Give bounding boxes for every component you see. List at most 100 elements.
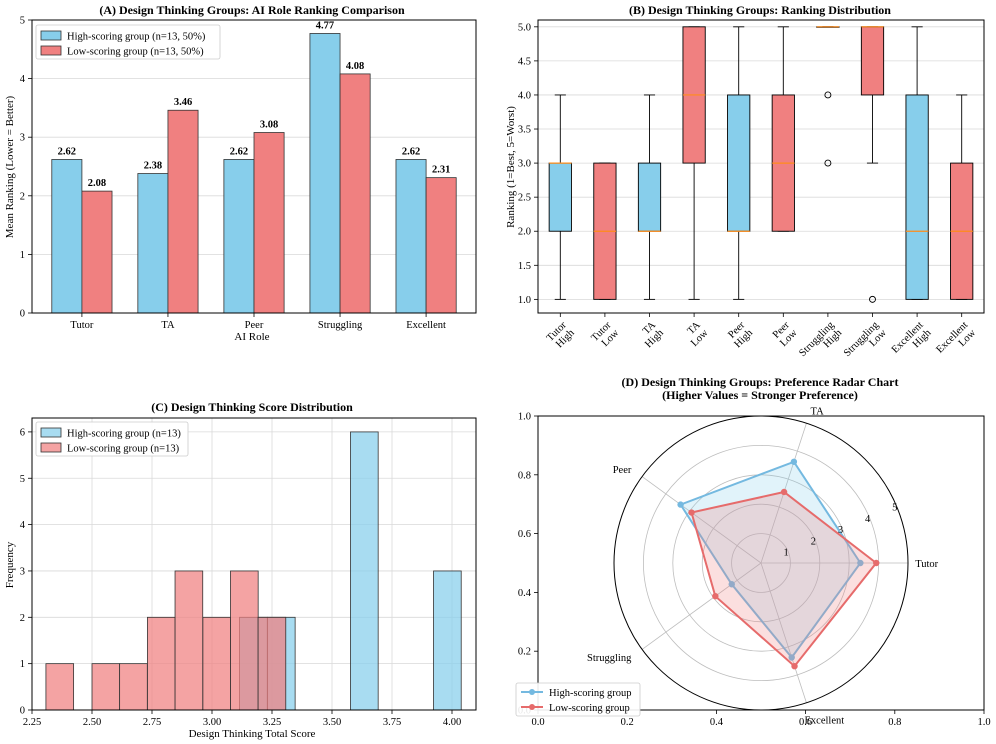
panel-c-xtick-label: 3.00	[203, 717, 221, 728]
panel-a-bar-value-label: 4.77	[316, 20, 334, 31]
panel-c-histogram: (C) Design Thinking Score Distribution D…	[4, 400, 477, 740]
panel-b-outlier-point	[824, 159, 832, 167]
panel-b-xtick-label: TutorHigh	[545, 319, 577, 351]
panel-d-axis-label: Peer	[613, 465, 632, 476]
panel-d-axis-label: Struggling	[587, 653, 632, 664]
panel-d-polar-frame	[613, 415, 909, 711]
panel-d-spoke-line	[641, 562, 762, 650]
panel-c-legend-label: High-scoring group (n=13)	[67, 429, 181, 440]
panel-c-histogram-bar	[147, 616, 176, 711]
panel-d-radar-point	[788, 654, 795, 661]
panel-c-histogram-bar	[91, 663, 121, 711]
panel-b-box	[548, 162, 572, 232]
panel-a-bar-value-label: 2.38	[144, 161, 162, 172]
panel-c-xtick-label: 2.50	[83, 717, 101, 728]
panel-a-bar-value-label: 2.62	[402, 146, 420, 157]
panel-d-radar-point	[790, 458, 798, 465]
panel-a-bar-value-label: 2.08	[88, 178, 106, 189]
panel-d-outer-xtick-label: 0.6	[799, 717, 812, 728]
panel-d-outer-xtick-label: 0.4	[710, 717, 724, 728]
panel-a-legend-label: Low-scoring group (n=13, 50%)	[67, 47, 204, 58]
panel-d-radar-line	[690, 490, 878, 668]
panel-a-ytick-label: 2	[20, 191, 25, 202]
panel-a-bar	[309, 33, 341, 314]
panel-d-radial-tick-label: 5	[892, 503, 897, 514]
panel-b-outlier-point	[869, 295, 876, 303]
panel-c-histogram-bar	[433, 570, 462, 711]
panel-b-ytick-label: 4.0	[518, 90, 531, 101]
panel-b-xtick-label: PeerLow	[770, 319, 800, 349]
panel-a-bar-value-label: 3.08	[260, 120, 278, 131]
panel-a-bar	[81, 190, 113, 314]
panel-b-outlier-point	[824, 91, 832, 99]
panel-a-bar-value-label: 4.08	[346, 61, 364, 72]
panel-a-bar	[223, 159, 255, 314]
panel-a-bar-value-label: 2.31	[432, 165, 450, 176]
panel-d-title-line2: (Higher Values = Stronger Preference)	[662, 388, 858, 402]
panel-a-ytick-label: 5	[20, 16, 25, 27]
panel-a-legend-swatch	[40, 30, 62, 41]
panel-d-radar-point	[688, 509, 695, 516]
panel-a-xtick-label: Struggling	[318, 320, 363, 331]
panel-c-xtick-label: 2.25	[23, 717, 41, 728]
panel-d-radar-point	[780, 488, 788, 496]
panel-d-radar-line	[679, 460, 862, 660]
panel-b-xtick-label: ExcellentLow	[934, 320, 978, 364]
panel-d-axis-label: Tutor	[915, 559, 938, 570]
panel-c-histogram-bar	[174, 570, 204, 711]
panel-b-box-plot: (B) Design Thinking Groups: Ranking Dist…	[505, 3, 985, 366]
panel-d-outer-ytick-label: 0.2	[518, 647, 531, 658]
panel-d-outer-xtick-label: 1.0	[977, 717, 990, 728]
panel-d-legend-marker	[529, 689, 535, 695]
panel-d-outer-ytick-label: 0.6	[518, 529, 531, 540]
panel-a-legend-label: High-scoring group (n=13, 50%)	[67, 32, 206, 43]
panel-a-ylabel: Mean Ranking (Lower = Better)	[4, 95, 16, 238]
panel-c-legend-box	[35, 421, 189, 457]
panel-c-title: (C) Design Thinking Score Distribution	[151, 400, 353, 414]
panel-d-radial-tick-label: 4	[865, 514, 871, 525]
panel-a-bar	[51, 159, 83, 314]
panel-a-frame	[31, 19, 477, 314]
panel-b-xtick-label: StrugglingLow	[842, 319, 889, 366]
panel-a-legend-swatch	[40, 45, 62, 56]
panel-d-axis-label: TA	[811, 407, 825, 418]
panel-a-bar-value-label: 2.62	[58, 146, 76, 157]
panel-a-xtick-label: TA	[161, 320, 175, 331]
panel-d-legend-box	[515, 682, 641, 717]
panel-a-bar	[137, 173, 169, 314]
panel-c-xtick-label: 3.75	[383, 717, 401, 728]
panel-a-bar-chart: (A) Design Thinking Groups: AI Role Rank…	[4, 3, 477, 343]
panel-d-outer-ytick-label: 0.8	[518, 470, 531, 481]
panel-a-legend-box	[35, 24, 221, 60]
panel-c-frame	[31, 417, 477, 711]
panel-a-xtick-label: Excellent	[406, 320, 446, 331]
panel-d-radar-point	[873, 559, 880, 567]
panel-c-legend-swatch	[40, 442, 62, 453]
panel-b-ylabel: Ranking (1=Best, 5=Worst)	[505, 106, 517, 228]
panel-c-ytick-label: 5	[20, 474, 25, 485]
panel-c-xtick-label: 4.00	[443, 717, 461, 728]
panel-c-xtick-label: 2.75	[143, 717, 161, 728]
panel-d-spoke-line	[760, 562, 807, 703]
panel-b-frame	[537, 19, 985, 314]
panel-d-radar-point	[791, 662, 798, 670]
panel-a-bar	[425, 177, 457, 314]
panel-b-box	[727, 94, 751, 232]
panel-a-ytick-label: 3	[20, 133, 25, 144]
panel-b-title: (B) Design Thinking Groups: Ranking Dist…	[629, 3, 891, 17]
panel-a-bar-value-label: 3.46	[174, 97, 192, 108]
panel-d-radial-tick-label: 2	[811, 536, 816, 547]
panel-c-xlabel: Design Thinking Total Score	[189, 728, 316, 740]
panel-d-radar-point	[728, 581, 735, 588]
panel-d-radar-point	[857, 559, 864, 567]
panel-b-ytick-label: 5.0	[518, 22, 531, 33]
panel-c-legend-label: Low-scoring group (n=13)	[67, 444, 180, 455]
panel-d-outer-xtick-label: 0.8	[888, 717, 901, 728]
panel-d-radar-point	[712, 592, 719, 600]
panel-b-ytick-label: 1.5	[518, 261, 531, 272]
panel-c-histogram-bar	[45, 663, 75, 711]
panel-b-xtick-label: TALow	[681, 320, 710, 349]
panel-c-legend-swatch	[40, 427, 62, 438]
panel-a-title: (A) Design Thinking Groups: AI Role Rank…	[99, 3, 405, 17]
panel-a-bar	[339, 73, 371, 314]
